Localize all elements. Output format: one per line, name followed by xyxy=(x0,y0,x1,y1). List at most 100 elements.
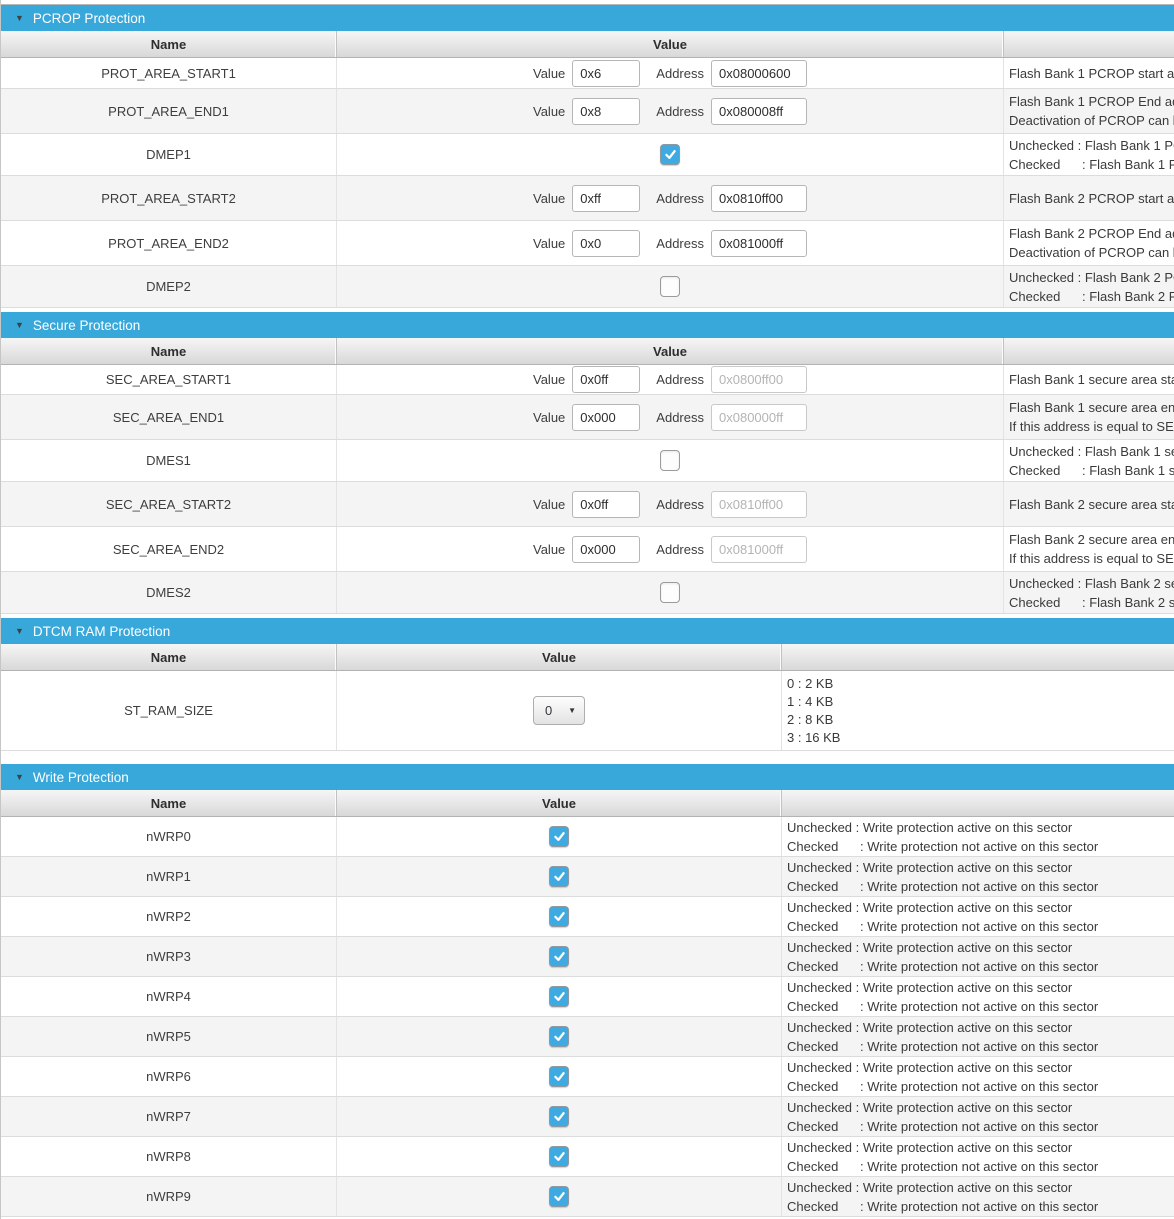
nwrp2-checkbox[interactable] xyxy=(549,906,569,927)
desc-cell: 0 : 2 KB 1 : 4 KB 2 : 8 KB 3 : 16 KB xyxy=(782,671,1174,750)
row-name: ST_RAM_SIZE xyxy=(1,671,337,750)
nwrp0-checkbox[interactable] xyxy=(549,826,569,847)
row-name: DMES2 xyxy=(1,572,337,613)
address-input[interactable] xyxy=(711,184,807,212)
address-input[interactable] xyxy=(711,403,807,431)
address-label: Address xyxy=(656,190,704,206)
column-header-description[interactable] xyxy=(1004,338,1174,364)
dmep1-checkbox[interactable] xyxy=(660,144,680,165)
value-cell: Value Address xyxy=(337,527,1004,571)
address-input[interactable] xyxy=(711,59,807,87)
table-header: Name Value xyxy=(1,790,1174,817)
value-input[interactable] xyxy=(572,184,641,212)
value-input[interactable] xyxy=(572,490,641,518)
desc-cell: Flash Bank 2 secure area star xyxy=(1004,482,1174,526)
column-header-name[interactable]: Name xyxy=(1,790,337,816)
section-write-protection: ▼ Write Protection Name Value nWRP0 Unch… xyxy=(1,764,1174,1217)
column-header-value[interactable]: Value xyxy=(337,790,782,816)
desc-cell: Unchecked : Write protection active on t… xyxy=(782,817,1174,856)
row-name: nWRP1 xyxy=(1,857,337,896)
row-name: DMEP2 xyxy=(1,266,337,307)
dmes2-checkbox[interactable] xyxy=(660,582,680,603)
value-cell xyxy=(337,266,1004,307)
value-cell xyxy=(337,857,782,896)
address-input[interactable] xyxy=(711,366,807,393)
value-input[interactable] xyxy=(572,97,641,125)
address-input[interactable] xyxy=(711,229,807,257)
section-title: Secure Protection xyxy=(32,317,141,333)
table-row: PROT_AREA_END2 Value Address Flash Bank … xyxy=(1,221,1174,266)
section-gap xyxy=(1,308,1174,312)
column-header-value[interactable]: Value xyxy=(337,644,782,670)
value-cell: 0 ▼ xyxy=(337,671,782,750)
table-header: Name Value xyxy=(1,644,1174,671)
row-description: Unchecked : Flash Bank 2 sec Checked : F… xyxy=(1009,575,1174,610)
table-row: SEC_AREA_START1 Value Address Flash Bank… xyxy=(1,365,1174,395)
value-label: Value xyxy=(533,65,566,81)
section-header-write-protection[interactable]: ▼ Write Protection xyxy=(1,764,1174,790)
row-name: nWRP6 xyxy=(1,1057,337,1096)
dmep2-checkbox[interactable] xyxy=(660,276,680,297)
checkmark-icon xyxy=(553,1192,565,1201)
nwrp3-checkbox[interactable] xyxy=(549,946,569,967)
nwrp8-checkbox[interactable] xyxy=(549,1146,569,1167)
value-input[interactable] xyxy=(572,366,641,393)
row-description: Flash Bank 1 secure area end If this add… xyxy=(1009,400,1174,434)
checkmark-icon xyxy=(553,912,565,921)
section-title: Write Protection xyxy=(32,769,129,785)
address-input[interactable] xyxy=(711,535,807,563)
column-header-description[interactable] xyxy=(782,790,1174,816)
section-header-secure-protection[interactable]: ▼ Secure Protection xyxy=(1,312,1174,338)
row-name: SEC_AREA_END1 xyxy=(1,395,337,439)
value-cell: Value Address xyxy=(337,58,1004,88)
address-label: Address xyxy=(656,65,704,81)
table-row: DMEP2 Unchecked : Flash Bank 2 PC Checke… xyxy=(1,266,1174,308)
value-input[interactable] xyxy=(572,59,641,87)
desc-cell: Flash Bank 1 PCROP End add Deactivation … xyxy=(1004,89,1174,133)
nwrp4-checkbox[interactable] xyxy=(549,986,569,1007)
column-header-description[interactable] xyxy=(1004,31,1174,57)
column-header-description[interactable] xyxy=(782,644,1174,670)
value-input[interactable] xyxy=(572,229,641,257)
column-header-value[interactable]: Value xyxy=(337,31,1004,57)
column-header-name[interactable]: Name xyxy=(1,31,337,57)
column-header-name[interactable]: Name xyxy=(1,338,337,364)
top-strip xyxy=(1,0,1174,5)
section-header-pcrop-protection[interactable]: ▼ PCROP Protection xyxy=(1,5,1174,31)
row-name: SEC_AREA_START1 xyxy=(1,365,337,394)
nwrp9-checkbox[interactable] xyxy=(549,1186,569,1207)
row-name: nWRP0 xyxy=(1,817,337,856)
value-input[interactable] xyxy=(572,403,641,431)
row-description: Unchecked : Write protection active on t… xyxy=(787,1059,1099,1094)
value-cell xyxy=(337,1097,782,1136)
checkmark-icon xyxy=(553,952,565,961)
desc-cell: Unchecked : Write protection active on t… xyxy=(782,1057,1174,1096)
column-header-name[interactable]: Name xyxy=(1,644,337,670)
row-name: PROT_AREA_START2 xyxy=(1,176,337,220)
row-description: 0 : 2 KB 1 : 4 KB 2 : 8 KB 3 : 16 KB xyxy=(787,675,841,745)
row-name: DMEP1 xyxy=(1,134,337,175)
row-name: PROT_AREA_END2 xyxy=(1,221,337,265)
nwrp6-checkbox[interactable] xyxy=(549,1066,569,1087)
nwrp1-checkbox[interactable] xyxy=(549,866,569,887)
column-header-value[interactable]: Value xyxy=(337,338,1004,364)
nwrp5-checkbox[interactable] xyxy=(549,1026,569,1047)
value-cell: Value Address xyxy=(337,395,1004,439)
address-input[interactable] xyxy=(711,490,807,518)
value-input[interactable] xyxy=(572,535,641,563)
checkmark-icon xyxy=(553,992,565,1001)
address-input[interactable] xyxy=(711,97,807,125)
table-row: nWRP4 Unchecked : Write protection activ… xyxy=(1,977,1174,1017)
table-row: nWRP2 Unchecked : Write protection activ… xyxy=(1,897,1174,937)
row-description: Unchecked : Write protection active on t… xyxy=(787,1019,1099,1054)
table-row: DMES1 Unchecked : Flash Bank 1 sec Check… xyxy=(1,440,1174,482)
nwrp7-checkbox[interactable] xyxy=(549,1106,569,1127)
table-row: PROT_AREA_START2 Value Address Flash Ban… xyxy=(1,176,1174,221)
ram-size-dropdown[interactable]: 0 ▼ xyxy=(533,696,585,725)
section-title: DTCM RAM Protection xyxy=(32,623,171,639)
row-name: PROT_AREA_START1 xyxy=(1,58,337,88)
table-row: SEC_AREA_END1 Value Address Flash Bank 1… xyxy=(1,395,1174,440)
section-header-dtcm-ram-protection[interactable]: ▼ DTCM RAM Protection xyxy=(1,618,1174,644)
dmes1-checkbox[interactable] xyxy=(660,450,680,471)
value-label: Value xyxy=(533,372,566,387)
